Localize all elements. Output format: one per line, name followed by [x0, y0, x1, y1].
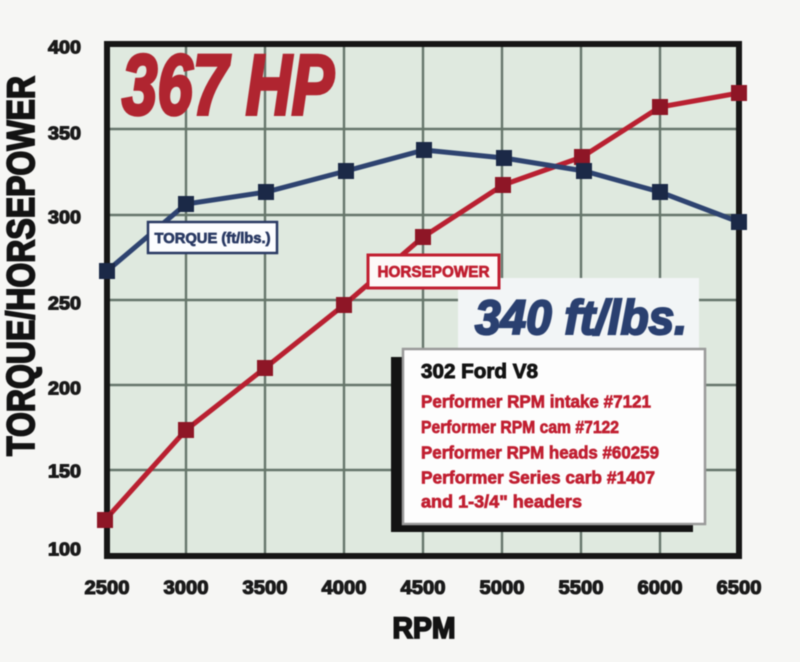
svg-text:350: 350 — [48, 124, 81, 144]
svg-text:100: 100 — [48, 540, 81, 560]
svg-text:RPM: RPM — [393, 612, 456, 645]
svg-text:6000: 6000 — [638, 578, 683, 599]
svg-text:302 Ford V8: 302 Ford V8 — [421, 361, 538, 383]
svg-text:150: 150 — [48, 462, 81, 482]
svg-text:300: 300 — [48, 208, 81, 228]
svg-text:Performer RPM cam #7122: Performer RPM cam #7122 — [421, 417, 619, 437]
svg-text:2500: 2500 — [85, 578, 130, 599]
svg-text:5500: 5500 — [559, 578, 604, 599]
svg-text:TORQUE/HORSEPOWER: TORQUE/HORSEPOWER — [0, 76, 43, 456]
svg-text:and 1-3/4" headers: and 1-3/4" headers — [421, 492, 582, 512]
svg-text:6500: 6500 — [717, 578, 762, 599]
svg-text:4500: 4500 — [401, 578, 446, 599]
svg-text:TORQUE (ft/lbs.): TORQUE (ft/lbs.) — [155, 230, 271, 247]
svg-text:3000: 3000 — [164, 578, 209, 599]
svg-text:367 HP: 367 HP — [122, 38, 334, 133]
svg-text:Performer RPM heads #60259: Performer RPM heads #60259 — [421, 443, 659, 463]
svg-text:200: 200 — [48, 379, 81, 399]
svg-text:250: 250 — [48, 294, 81, 314]
svg-text:Performer RPM intake #7121: Performer RPM intake #7121 — [421, 392, 651, 412]
svg-text:Performer Series carb #1407: Performer Series carb #1407 — [421, 468, 655, 488]
svg-text:340 ft/lbs.: 340 ft/lbs. — [475, 292, 687, 345]
svg-text:400: 400 — [48, 38, 81, 58]
svg-text:4000: 4000 — [322, 578, 367, 599]
svg-text:3500: 3500 — [243, 578, 288, 599]
svg-text:HORSEPOWER: HORSEPOWER — [378, 264, 490, 281]
svg-text:5000: 5000 — [480, 578, 525, 599]
